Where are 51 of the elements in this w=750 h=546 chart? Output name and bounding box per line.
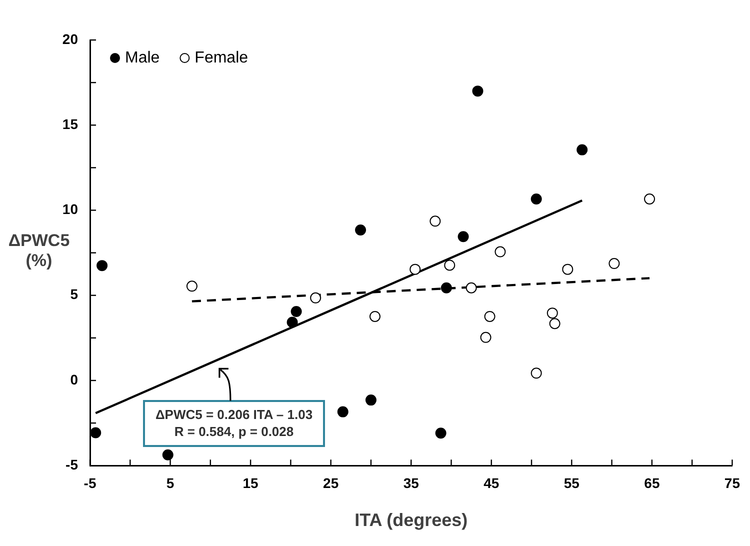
point — [435, 428, 446, 439]
point — [549, 318, 560, 330]
x-tick-label: 75 — [724, 474, 740, 491]
point — [562, 264, 574, 275]
point — [162, 449, 174, 460]
point — [355, 224, 366, 236]
point — [337, 406, 348, 418]
point — [480, 332, 492, 343]
y-tick-label: -5 — [66, 456, 78, 472]
y-tick-label: 5 — [70, 286, 78, 302]
annotation: R = 0.584, p = 0.028 — [173, 423, 295, 441]
point — [472, 86, 484, 97]
point — [186, 280, 198, 292]
y-axis-title: ΔPWC5 (%) — [7, 230, 71, 271]
point — [494, 246, 506, 258]
y-tick-label: 15 — [62, 116, 78, 132]
x-tick-label: 5 — [166, 474, 174, 491]
point — [440, 282, 452, 294]
point — [466, 282, 477, 294]
point — [546, 308, 558, 319]
point — [608, 258, 620, 270]
x-tick-label: 65 — [644, 474, 660, 491]
point — [484, 310, 496, 322]
x-tick-label: 25 — [323, 474, 339, 491]
annotation: ΔPWC5 = 0.206 ITA – 1.03 — [155, 406, 313, 424]
point — [365, 394, 376, 406]
legend-label: Female — [194, 49, 248, 66]
x-tick-label: 55 — [564, 474, 580, 491]
y-tick-label: 0 — [70, 371, 78, 388]
point — [530, 194, 542, 205]
point — [410, 264, 421, 275]
point — [576, 144, 588, 156]
point — [286, 316, 298, 328]
y-tick-label: 10 — [62, 201, 78, 218]
point — [310, 292, 322, 304]
point — [369, 310, 380, 322]
x-tick-label: 35 — [403, 474, 420, 491]
point — [290, 306, 302, 318]
point — [96, 260, 108, 272]
x-axis-title: ITA (degrees) — [354, 510, 468, 530]
point — [530, 368, 542, 379]
x-tick-label: 15 — [242, 474, 259, 491]
y-tick-label: 20 — [62, 30, 78, 47]
point — [458, 231, 469, 242]
x-tick-label: 45 — [484, 474, 500, 491]
legend-label: Male — [125, 49, 160, 66]
point — [644, 194, 656, 205]
point — [90, 427, 102, 438]
point — [430, 216, 441, 227]
point — [444, 260, 456, 271]
x-tick-label: -5 — [84, 474, 96, 491]
